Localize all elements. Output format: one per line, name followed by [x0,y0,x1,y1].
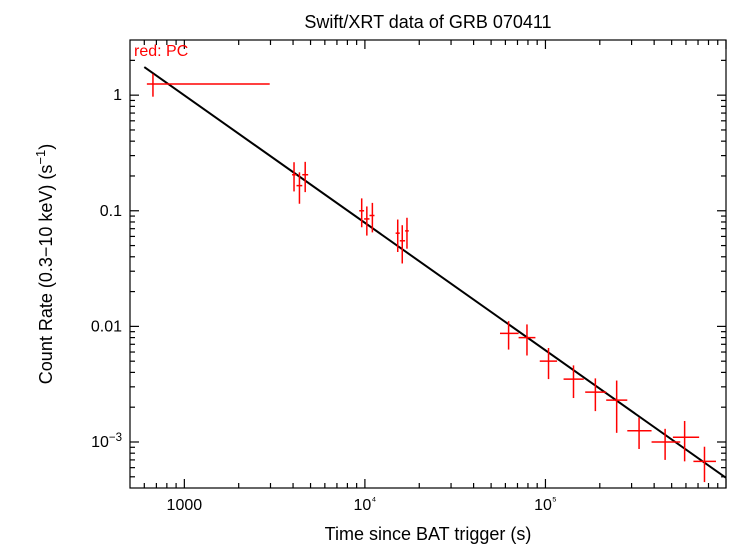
ytick-label: 1 [113,87,122,104]
xtick-label: 1000 [167,497,203,514]
ytick-label: 0.1 [100,203,122,220]
legend-annotation: red: PC [134,43,188,60]
chart-title: Swift/XRT data of GRB 070411 [304,12,551,32]
ytick-label: 0.01 [91,318,122,335]
y-axis-label: Count Rate (0.3−10 keV) (s−1) [33,144,57,384]
x-axis-label: Time since BAT trigger (s) [325,524,532,544]
chart-svg: 100010⁴10⁵10−30.010.11Swift/XRT data of … [0,0,746,558]
chart-container: 100010⁴10⁵10−30.010.11Swift/XRT data of … [0,0,746,558]
